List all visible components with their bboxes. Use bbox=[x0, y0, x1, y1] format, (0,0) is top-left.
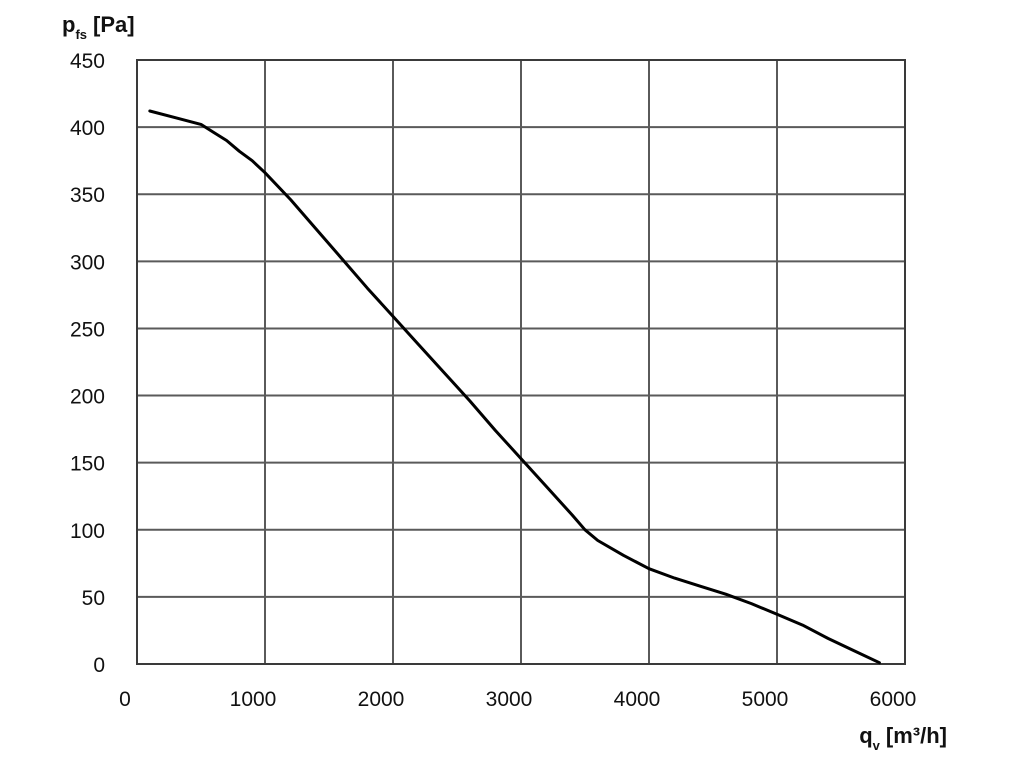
series-line-1 bbox=[148, 109, 881, 665]
y-tick-label-200: 200 bbox=[70, 386, 105, 409]
y-tick-label-450: 450 bbox=[70, 50, 105, 73]
x-axis-subscript: v bbox=[873, 738, 881, 753]
y-tick-label-250: 250 bbox=[70, 318, 105, 341]
tick-labels: 0 1000 2000 3000 4000 5000 6000 0 50 100 150 200 250… bbox=[70, 50, 916, 711]
x-tick-label-1000: 1000 bbox=[230, 688, 277, 711]
x-tick-label-0: 0 bbox=[119, 688, 131, 711]
x-axis-unit: [m³/h] bbox=[886, 723, 947, 748]
grid bbox=[136, 59, 906, 665]
plot-frame bbox=[136, 59, 906, 665]
x-tick-label-2000: 2000 bbox=[358, 688, 405, 711]
y-tick-label-350: 350 bbox=[70, 184, 105, 207]
x-tick-label-4000: 4000 bbox=[614, 688, 661, 711]
y-axis-symbol: p bbox=[62, 12, 75, 37]
y-tick-label-100: 100 bbox=[70, 520, 105, 543]
y-tick-label-150: 150 bbox=[70, 453, 105, 476]
y-tick-label-300: 300 bbox=[70, 251, 105, 274]
x-tick-label-3000: 3000 bbox=[486, 688, 533, 711]
x-tick-label-5000: 5000 bbox=[742, 688, 789, 711]
x-tick-label-6000: 6000 bbox=[870, 688, 917, 711]
y-tick-label-400: 400 bbox=[70, 117, 105, 140]
y-axis-subscript: fs bbox=[75, 27, 87, 42]
x-axis-symbol: q bbox=[859, 723, 872, 748]
series-layer bbox=[148, 109, 881, 665]
x-axis-title: qv [m³/h] bbox=[859, 723, 947, 753]
y-axis-unit: [Pa] bbox=[93, 12, 135, 37]
y-axis-title: pfs [Pa] bbox=[62, 12, 135, 42]
y-tick-label-0: 0 bbox=[93, 654, 105, 677]
y-tick-label-50: 50 bbox=[82, 587, 105, 610]
